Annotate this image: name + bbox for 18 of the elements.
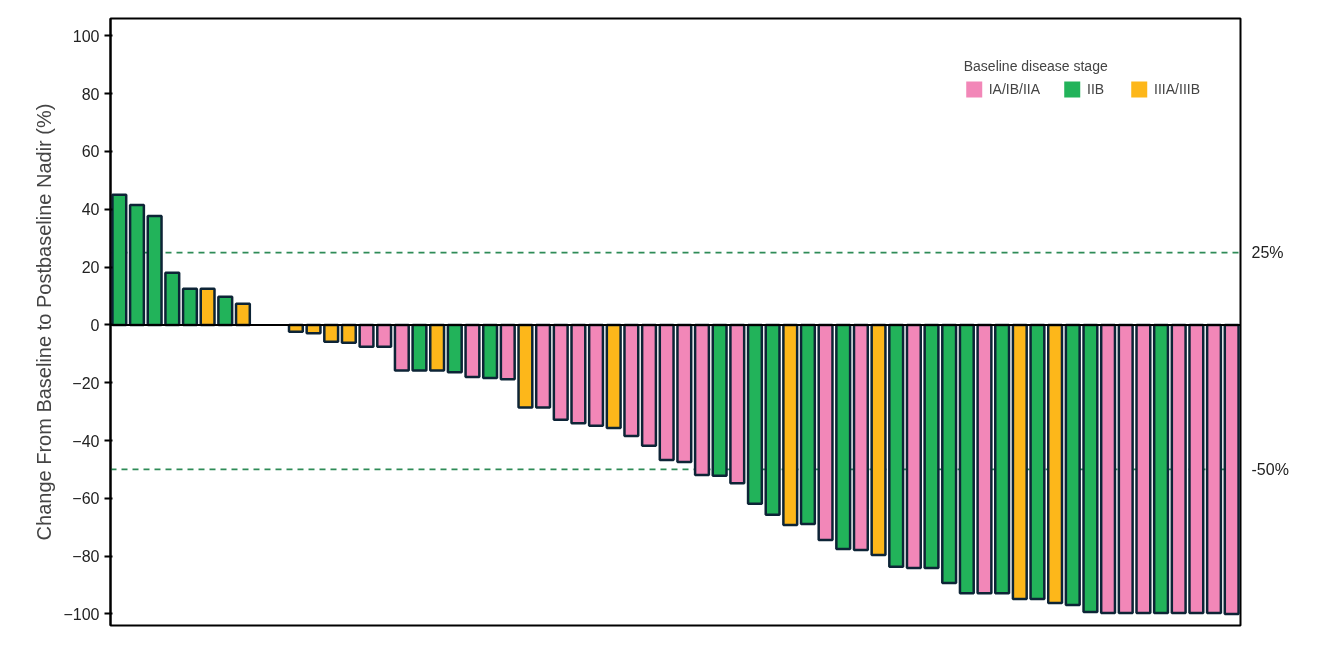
ref-line-label: 25% [1251, 244, 1284, 262]
legend-label: IA/IB/IIA [988, 81, 1041, 97]
y-tick-label: 20 [81, 259, 100, 277]
legend-label: IIIA/IIIB [1154, 81, 1200, 97]
y-tick-label: −40 [72, 432, 100, 450]
y-axis-title: Change From Baseline to Postbaseline Nadir (%) [33, 103, 56, 541]
y-tick-label: 60 [81, 143, 100, 161]
ref-line-label: -50% [1251, 460, 1289, 478]
y-tick-label: 100 [72, 27, 100, 45]
y-tick-label: 40 [81, 201, 100, 219]
y-tick-label: −100 [63, 605, 100, 623]
legend-label: IIB [1087, 81, 1106, 97]
y-tick-label: −80 [72, 548, 100, 566]
y-tick-label: 0 [90, 316, 100, 334]
y-tick-label: 80 [81, 85, 100, 103]
y-tick-label: −20 [72, 374, 100, 392]
y-tick-label: −60 [72, 490, 100, 508]
legend-title: Baseline disease stage [963, 58, 1109, 74]
